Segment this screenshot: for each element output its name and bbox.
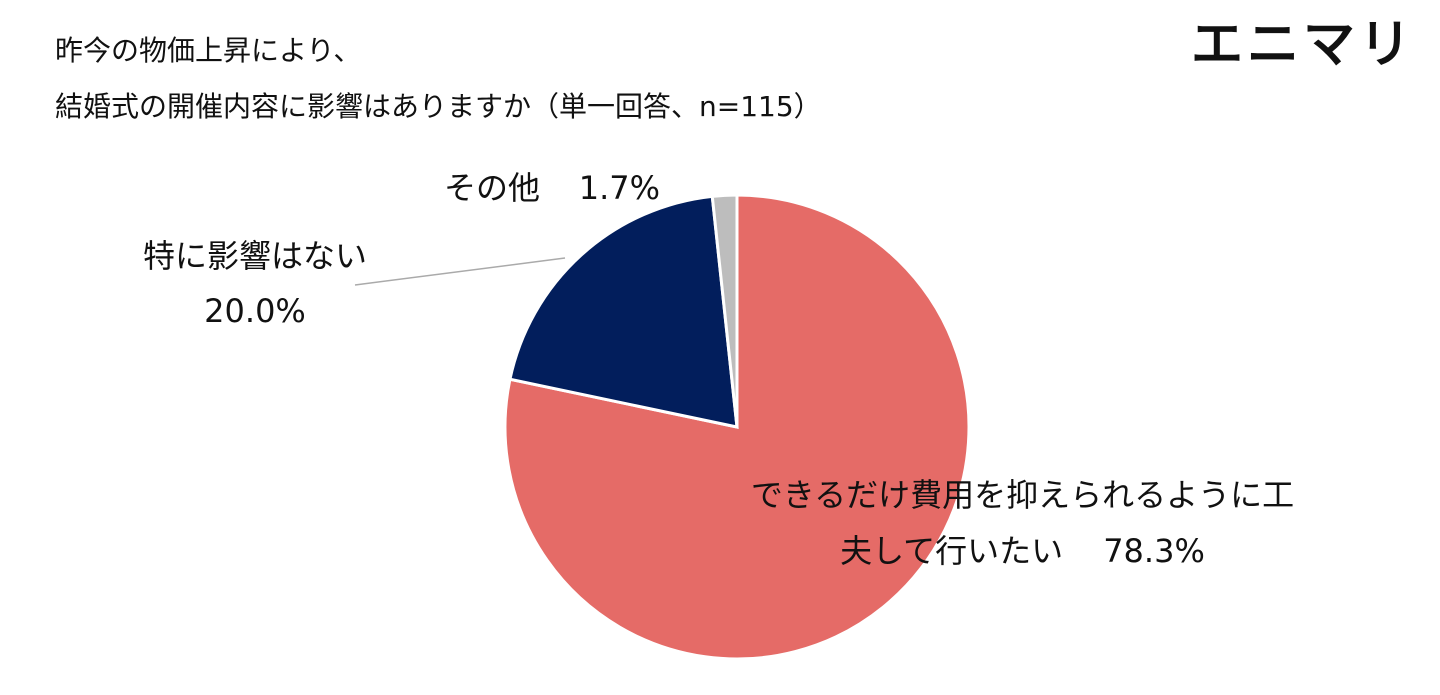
value-label: 20.0% (204, 292, 306, 330)
slice-label: できるだけ費用を抑えられるように工夫して行いたい (750, 476, 1295, 570)
logo: エニマリ (1191, 15, 1415, 75)
pie (503, 193, 971, 661)
value-label: 1.7% (579, 169, 660, 207)
pie-slice (710, 193, 739, 428)
label-box: できるだけ費用を抑えられるように工夫して行いたい 78.3% (750, 467, 1295, 579)
chart-title: 結婚式の開催内容に影響はありますか（単一回答、n=115） (55, 90, 822, 123)
slice-label: その他 (444, 169, 540, 207)
chart-title: 昨今の物価上昇により、 (55, 34, 361, 67)
slice-label-block: できるだけ費用を抑えられるように工夫して行いたい 78.3% (750, 467, 1295, 579)
value-label: 78.3% (1103, 532, 1205, 570)
slice-label: 特に影響はない (143, 237, 367, 275)
pie-slice (508, 194, 739, 429)
pie-slice (503, 193, 971, 661)
leader-line (354, 257, 566, 286)
